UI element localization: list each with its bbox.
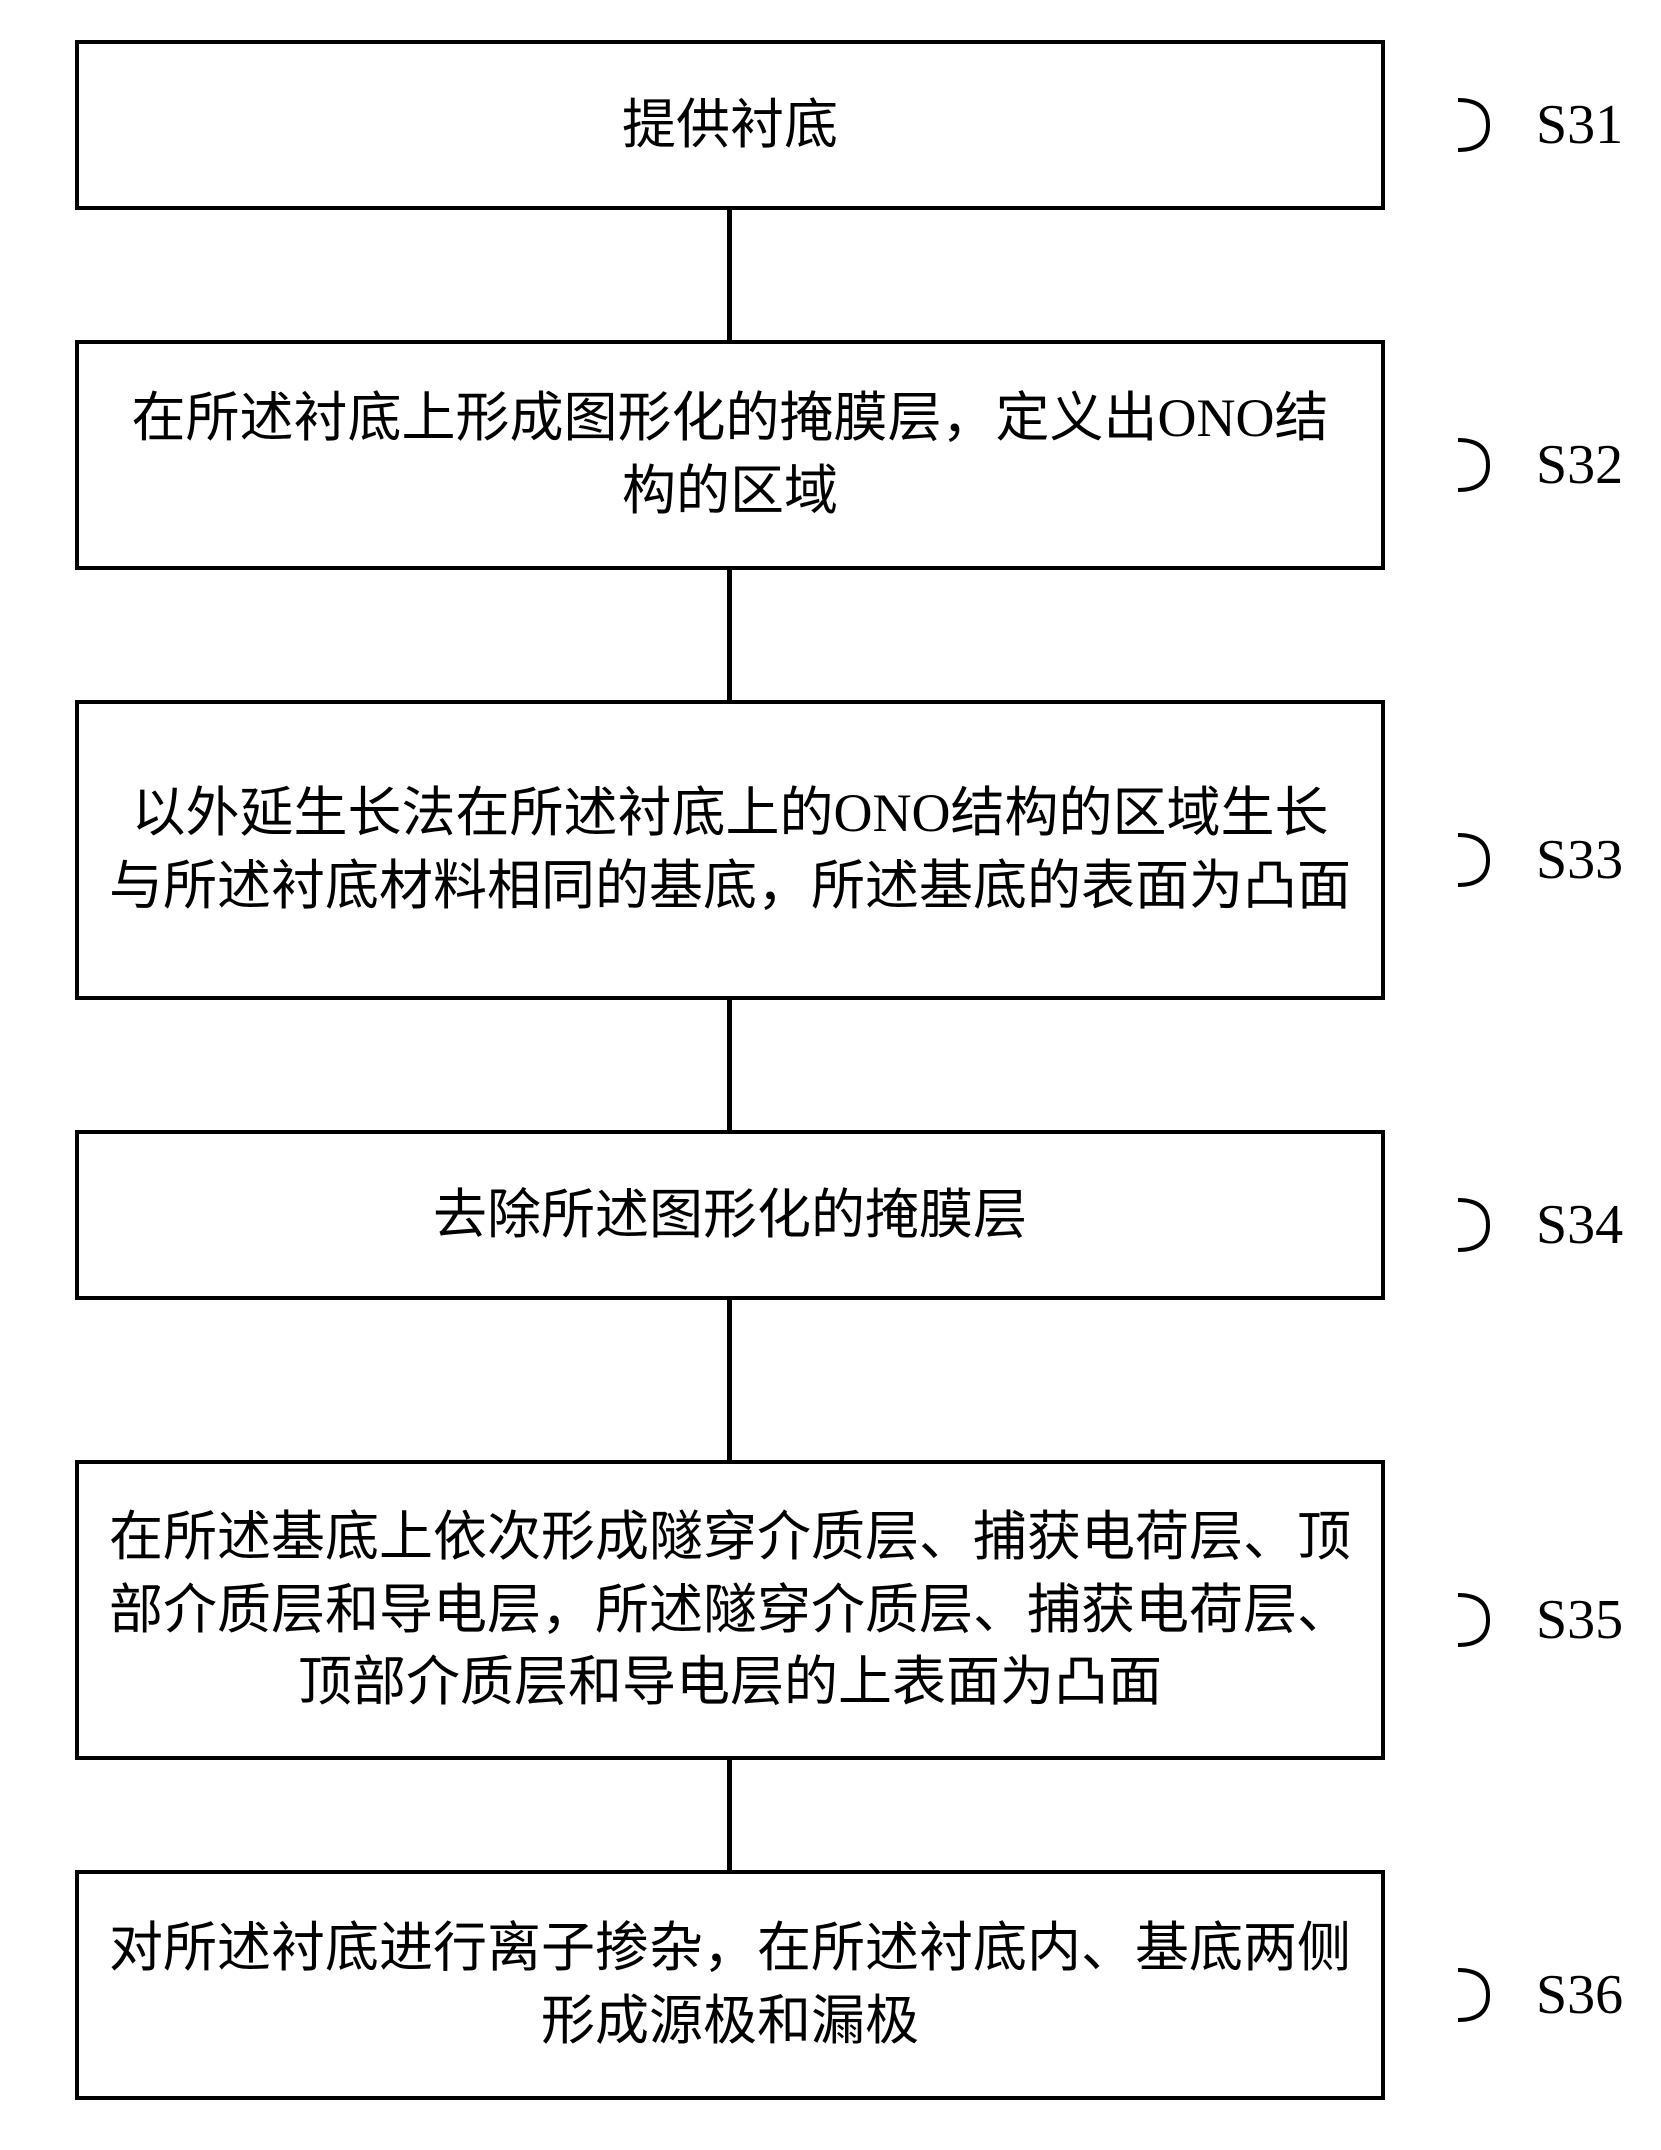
connector-S34-S35 <box>727 1300 732 1460</box>
step-label-s32: S32 <box>1458 430 1623 500</box>
brace-icon <box>1458 825 1528 895</box>
brace-icon <box>1458 90 1528 160</box>
connector-S35-S36 <box>727 1760 732 1870</box>
step-box-s32: 在所述衬底上形成图形化的掩膜层，定义出ONO结构的区域 <box>75 340 1385 570</box>
step-box-s35: 在所述基底上依次形成隧穿介质层、捕获电荷层、顶部介质层和导电层，所述隧穿介质层、… <box>75 1460 1385 1760</box>
connector-S33-S34 <box>727 1000 732 1130</box>
connector-S31-S32 <box>727 210 732 340</box>
brace-icon <box>1458 1960 1528 2030</box>
step-box-s33: 以外延生长法在所述衬底上的ONO结构的区域生长与所述衬底材料相同的基底，所述基底… <box>75 700 1385 1000</box>
step-text: 以外延生长法在所述衬底上的ONO结构的区域生长与所述衬底材料相同的基底，所述基底… <box>109 777 1351 923</box>
step-id: S35 <box>1536 1588 1623 1652</box>
step-text: 对所述衬底进行离子掺杂，在所述衬底内、基底两侧形成源极和漏极 <box>109 1912 1351 2058</box>
step-label-s36: S36 <box>1458 1960 1623 2030</box>
step-box-s31: 提供衬底 <box>75 40 1385 210</box>
step-id: S32 <box>1536 433 1623 497</box>
step-text: 在所述基底上依次形成隧穿介质层、捕获电荷层、顶部介质层和导电层，所述隧穿介质层、… <box>109 1501 1351 1720</box>
brace-icon <box>1458 430 1528 500</box>
step-label-s31: S31 <box>1458 90 1623 160</box>
step-label-s34: S34 <box>1458 1190 1623 1260</box>
step-id: S36 <box>1536 1963 1623 2027</box>
step-box-s34: 去除所述图形化的掩膜层 <box>75 1130 1385 1300</box>
step-id: S34 <box>1536 1193 1623 1257</box>
step-id: S33 <box>1536 828 1623 892</box>
step-id: S31 <box>1536 93 1623 157</box>
connector-S32-S33 <box>727 570 732 700</box>
step-text: 去除所述图形化的掩膜层 <box>433 1179 1027 1252</box>
brace-icon <box>1458 1190 1528 1260</box>
step-text: 提供衬底 <box>622 89 838 162</box>
step-text: 在所述衬底上形成图形化的掩膜层，定义出ONO结构的区域 <box>109 382 1351 528</box>
step-label-s33: S33 <box>1458 825 1623 895</box>
brace-icon <box>1458 1585 1528 1655</box>
step-box-s36: 对所述衬底进行离子掺杂，在所述衬底内、基底两侧形成源极和漏极 <box>75 1870 1385 2100</box>
step-label-s35: S35 <box>1458 1585 1623 1655</box>
